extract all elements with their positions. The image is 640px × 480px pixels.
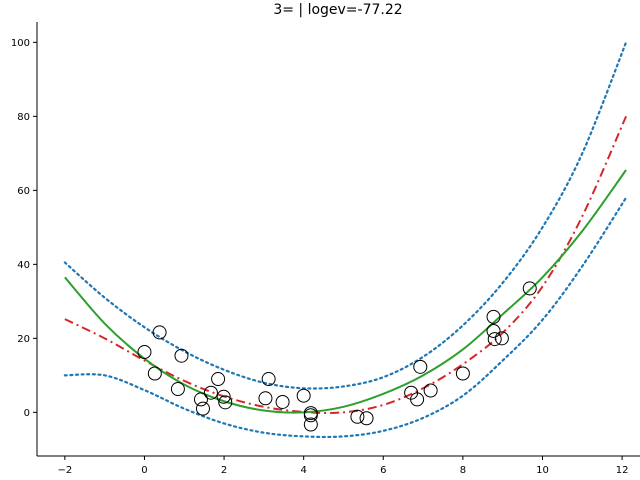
data-point [275, 394, 290, 409]
data-point [261, 372, 276, 387]
data-point [258, 391, 273, 406]
data-point [218, 395, 233, 410]
x-tick-label: 8 [460, 465, 466, 476]
upper-band-line [63, 41, 628, 390]
x-tick-label: 12 [616, 465, 629, 476]
data-point [494, 331, 509, 346]
data-point [216, 389, 231, 404]
x-tick-label: 0 [141, 465, 147, 476]
data-point [487, 332, 502, 347]
data-point [350, 409, 365, 424]
data-point [203, 385, 218, 400]
data-point [193, 392, 208, 407]
plot-area [63, 41, 628, 439]
y-tick-label: 0 [24, 408, 30, 419]
y-tick-label: 20 [17, 334, 30, 345]
data-point [152, 325, 167, 340]
data-point [486, 323, 501, 338]
y-tick-label: 60 [17, 186, 30, 197]
data-point [296, 388, 311, 403]
data-point [137, 345, 152, 360]
data-point [195, 401, 210, 416]
true-curve-line [64, 115, 627, 414]
data-point [174, 348, 189, 363]
y-tick-label: 100 [11, 38, 30, 49]
data-point [413, 359, 428, 374]
x-tick-label: 2 [221, 465, 227, 476]
x-tick-label: 4 [300, 465, 306, 476]
data-point [303, 408, 318, 423]
x-tick-label: 6 [380, 465, 386, 476]
data-point [455, 366, 470, 381]
y-tick-label: 40 [17, 260, 30, 271]
lower-band-line [63, 196, 628, 439]
ticks: −2 0 2 4 6 8 10 12 0 20 40 60 80 100 [11, 38, 629, 476]
data-point [147, 366, 162, 381]
data-point [303, 417, 318, 432]
chart-title: 3= | logev=-77.22 [273, 2, 402, 18]
data-point [359, 411, 374, 426]
x-tick-label: −2 [57, 465, 72, 476]
x-tick-label: 10 [536, 465, 549, 476]
data-point [211, 372, 226, 387]
data-point [423, 383, 438, 398]
axes [36, 22, 640, 457]
data-point [486, 309, 501, 324]
data-point [522, 281, 537, 296]
y-tick-label: 80 [17, 112, 30, 123]
data-point [170, 382, 185, 397]
data-point [410, 392, 425, 407]
